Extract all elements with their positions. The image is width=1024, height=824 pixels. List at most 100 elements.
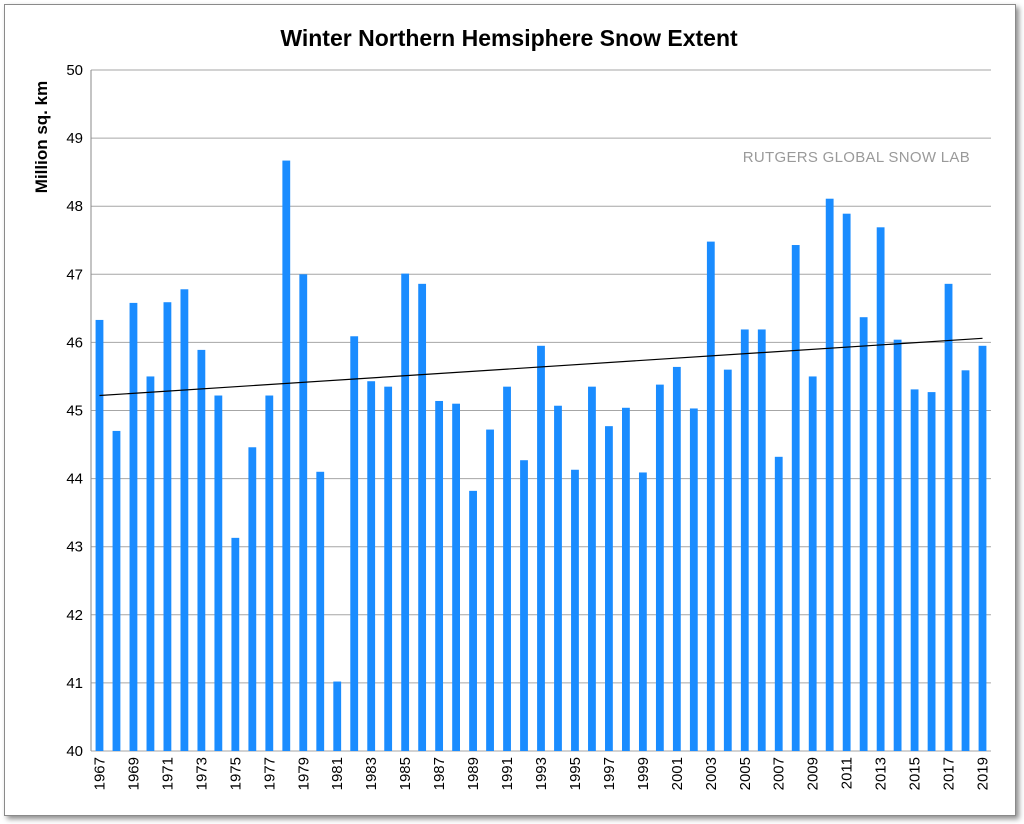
bar — [723, 369, 732, 751]
trend-line-group — [99, 337, 983, 397]
bar — [384, 386, 393, 751]
bar — [214, 395, 223, 751]
bar — [537, 345, 545, 751]
y-tick-label: 50 — [66, 62, 83, 79]
bar — [350, 336, 359, 751]
bar — [859, 317, 868, 751]
y-tick-label: 41 — [66, 675, 83, 692]
watermark-text: RUTGERS GLOBAL SNOW LAB — [743, 149, 970, 166]
bar — [435, 400, 444, 751]
bar — [588, 386, 596, 751]
bar — [95, 319, 104, 751]
bar — [893, 339, 902, 751]
x-tick-label: 1967 — [91, 757, 108, 790]
bar — [791, 245, 800, 751]
bar — [180, 289, 189, 751]
y-tick-label: 44 — [66, 471, 83, 488]
x-tick-label: 1983 — [363, 757, 380, 790]
x-tick-label: 1981 — [329, 757, 346, 790]
bar — [825, 198, 834, 751]
y-tick-label: 45 — [66, 403, 83, 420]
bar — [774, 456, 783, 751]
x-tick-label: 1975 — [227, 757, 244, 790]
x-tick-label: 1995 — [567, 757, 584, 790]
x-tick-label: 1997 — [601, 757, 618, 790]
bar — [486, 429, 494, 751]
bar — [961, 370, 970, 751]
bar — [299, 274, 308, 751]
bar — [655, 384, 664, 751]
bar — [401, 273, 410, 751]
bar — [129, 302, 138, 751]
x-tick-label: 2019 — [975, 757, 992, 790]
x-tick-label: 1987 — [431, 757, 448, 790]
x-tick-label: 2009 — [805, 757, 822, 790]
x-tick-label: 1991 — [499, 757, 516, 790]
bar — [638, 472, 647, 751]
x-tick-label: 1985 — [397, 757, 414, 790]
bar — [740, 329, 749, 751]
trend-line — [99, 337, 983, 397]
bars — [95, 160, 987, 752]
x-tick-label: 2001 — [669, 757, 686, 790]
bar — [452, 403, 460, 751]
bar — [944, 283, 953, 751]
y-tick-label: 48 — [66, 198, 83, 215]
bar — [689, 408, 698, 751]
x-tick-labels: 1967 1969 1971 1973 1975 1977 1979 1981 1983 1985… — [91, 757, 991, 790]
x-tick-label: 2007 — [771, 757, 788, 790]
bar — [808, 376, 817, 751]
x-tick-label: 1969 — [125, 757, 142, 790]
y-axis-label: Million sq. km — [32, 81, 51, 193]
bar — [163, 302, 172, 751]
bar — [316, 471, 325, 751]
bar — [520, 460, 528, 751]
y-tick-label: 47 — [66, 266, 83, 283]
x-tick-label: 1971 — [159, 757, 176, 790]
bar — [418, 283, 427, 751]
x-tick-label: 2015 — [907, 757, 924, 790]
bar — [910, 389, 919, 751]
bar — [706, 241, 715, 752]
bar — [248, 447, 257, 751]
bar — [112, 430, 121, 751]
x-tick-label: 1989 — [465, 757, 482, 790]
y-tick-label: 43 — [66, 539, 83, 556]
bar — [231, 537, 240, 751]
x-tick-label: 1977 — [261, 757, 278, 790]
x-tick-label: 1993 — [533, 757, 550, 790]
bar — [978, 345, 987, 751]
bar — [622, 407, 630, 751]
bar — [842, 213, 851, 751]
bar — [554, 405, 562, 751]
x-tick-label: 2017 — [941, 757, 958, 790]
chart-title: Winter Northern Hemsiphere Snow Extent — [280, 25, 738, 51]
bar — [282, 160, 291, 751]
x-tick-label: 1973 — [193, 757, 210, 790]
y-tick-label: 42 — [66, 607, 83, 624]
x-tick-label: 1979 — [295, 757, 312, 790]
x-tick-label: 2013 — [873, 757, 890, 790]
bar — [503, 386, 511, 751]
bar — [367, 381, 376, 751]
y-tick-label: 46 — [66, 334, 83, 351]
bar — [469, 490, 477, 751]
bar — [876, 227, 885, 751]
bar — [265, 395, 274, 751]
x-tick-label: 2005 — [737, 757, 754, 790]
x-tick-label: 2003 — [703, 757, 720, 790]
bar — [571, 469, 579, 751]
x-tick-label: 2011 — [839, 757, 856, 789]
bar — [146, 376, 155, 751]
bar — [197, 349, 206, 751]
bar — [927, 392, 936, 751]
bar — [333, 681, 342, 751]
gridlines — [90, 69, 991, 752]
y-tick-label: 40 — [66, 743, 83, 760]
bar — [757, 329, 766, 751]
x-tick-label: 1999 — [635, 757, 652, 790]
bar — [672, 366, 681, 751]
bar — [605, 426, 613, 751]
y-tick-label: 49 — [66, 130, 83, 147]
